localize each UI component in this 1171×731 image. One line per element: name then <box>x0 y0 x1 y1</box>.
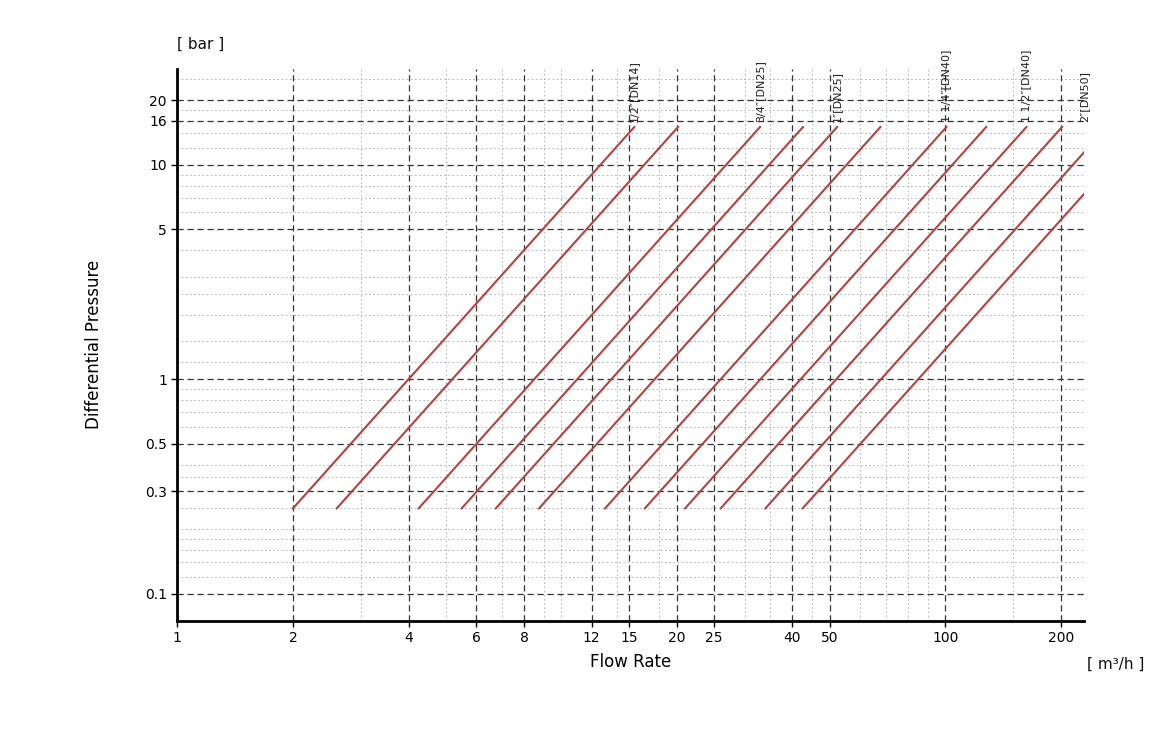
Text: [ bar ]: [ bar ] <box>177 37 225 52</box>
Text: 1 1/2″[DN40]: 1 1/2″[DN40] <box>1021 50 1032 122</box>
Text: 1/2″[DN14]: 1/2″[DN14] <box>629 61 639 122</box>
Text: 1″[DN25]: 1″[DN25] <box>833 72 842 122</box>
X-axis label: Flow Rate: Flow Rate <box>590 654 671 671</box>
Text: 1 1/4″[DN40]: 1 1/4″[DN40] <box>941 50 952 122</box>
Text: 3/4″[DN25]: 3/4″[DN25] <box>755 61 765 122</box>
Text: 2″[DN50]: 2″[DN50] <box>1080 72 1089 122</box>
Text: [ m³/h ]: [ m³/h ] <box>1087 656 1144 671</box>
Y-axis label: Differential Pressure: Differential Pressure <box>85 260 103 429</box>
